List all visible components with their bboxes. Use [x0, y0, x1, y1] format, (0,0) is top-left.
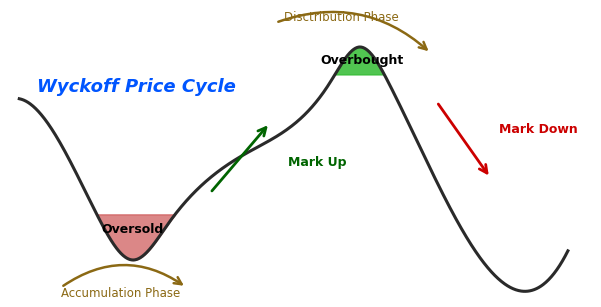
Text: Overbought: Overbought — [320, 54, 404, 67]
FancyArrowPatch shape — [278, 12, 427, 49]
Text: Oversold: Oversold — [102, 223, 163, 236]
Text: Mark Down: Mark Down — [499, 123, 578, 136]
Text: Mark Up: Mark Up — [288, 156, 346, 169]
FancyArrowPatch shape — [63, 265, 182, 286]
Text: Accumulation Phase: Accumulation Phase — [61, 286, 180, 300]
Text: Wyckoff Price Cycle: Wyckoff Price Cycle — [37, 78, 236, 95]
Text: Disctribution Phase: Disctribution Phase — [284, 10, 398, 24]
